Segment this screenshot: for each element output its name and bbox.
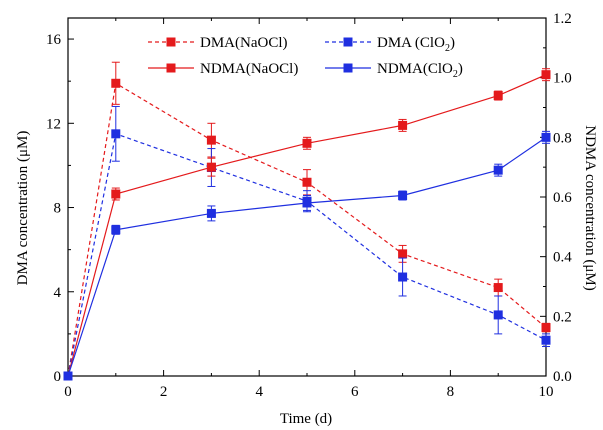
data-point (541, 323, 551, 333)
data-point (111, 129, 121, 139)
legend-label: NDMA(ClO2) (377, 61, 463, 80)
data-point (206, 162, 216, 172)
legend-label: NDMA(NaOCl) (200, 61, 298, 77)
x-tick-label: 8 (447, 384, 455, 400)
x-tick-label: 6 (351, 384, 359, 400)
legend-item-0: DMA(NaOCl) (148, 35, 288, 51)
y-left-tick-label: 4 (54, 285, 62, 301)
x-tick-label: 0 (64, 384, 72, 400)
x-tick-label: 4 (255, 384, 263, 400)
data-point (398, 191, 408, 201)
data-point (493, 310, 503, 320)
y-right-tick-label: 0.0 (553, 369, 572, 385)
data-point (398, 120, 408, 130)
y-right-tick-label: 0.4 (553, 250, 572, 266)
data-point (302, 177, 312, 187)
legend-item-2: NDMA(NaOCl) (148, 61, 298, 77)
y-right-tick-label: 1.2 (553, 11, 572, 27)
legend-marker (343, 63, 353, 73)
data-point (63, 371, 73, 381)
series-line (67, 82, 547, 377)
series-2 (63, 68, 551, 381)
legend-marker (166, 37, 176, 47)
y-right-tick-label: 0.8 (553, 130, 572, 146)
data-point (206, 135, 216, 145)
data-point (493, 91, 503, 101)
data-point (493, 165, 503, 175)
y-axis-left-title: DMA concentration (μM) (15, 131, 31, 286)
y-left-tick-label: 0 (54, 369, 62, 385)
data-point (111, 225, 121, 235)
data-point (206, 208, 216, 218)
legend-label: DMA (ClO2) (377, 35, 455, 54)
data-point (398, 249, 408, 259)
y-axis-right-title: NDMA concentration (μM) (582, 125, 598, 291)
y-right-tick-label: 1.0 (553, 71, 572, 87)
x-tick-label: 2 (160, 384, 168, 400)
plot-layer: 0 2 4 6 8 10 0 4 8 12 16 0.0 0.2 0.4 0.6 0.8 1.0 1.2 DMA(N… (46, 11, 572, 400)
y-left-tick-label: 8 (54, 201, 62, 217)
data-point (541, 132, 551, 142)
data-point (302, 198, 312, 208)
series-0 (63, 61, 551, 381)
x-axis-title: Time (d) (280, 411, 332, 427)
legend-marker (166, 63, 176, 73)
legend-label: DMA(NaOCl) (200, 35, 288, 51)
data-point (111, 78, 121, 88)
y-left-tick-label: 16 (46, 32, 62, 48)
legend-item-1: DMA (ClO2) (325, 35, 455, 54)
y-right-tick-label: 0.2 (553, 309, 572, 325)
y-left-tick-label: 12 (46, 116, 61, 132)
series-3 (63, 130, 551, 381)
data-point (398, 272, 408, 282)
data-point (493, 283, 503, 293)
y-right-tick-label: 0.6 (553, 190, 572, 206)
legend-item-3: NDMA(ClO2) (325, 61, 463, 80)
data-point (111, 189, 121, 199)
legend-marker (343, 37, 353, 47)
x-tick-label: 10 (539, 384, 554, 400)
data-point (541, 70, 551, 80)
data-point (541, 335, 551, 345)
data-point (302, 138, 312, 148)
